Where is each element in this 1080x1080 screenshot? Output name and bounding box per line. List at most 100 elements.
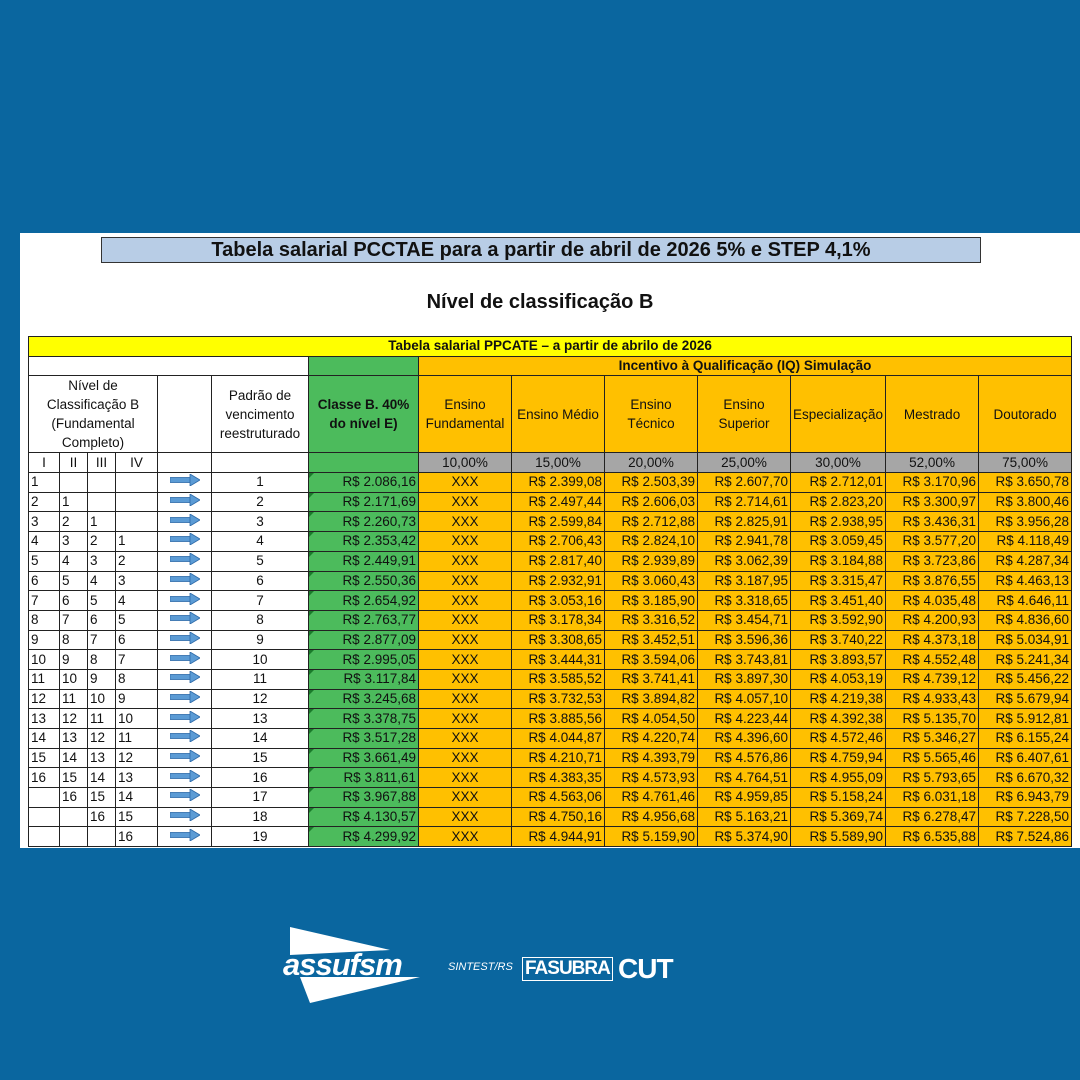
- iq-header: Especialização: [789, 375, 887, 454]
- fasubra-logo: FASUBRA: [522, 957, 613, 981]
- iq-value: XXX: [418, 531, 512, 552]
- iq-value: R$ 4.393,79: [604, 747, 698, 769]
- right-arrow-icon: [169, 690, 201, 704]
- level-cell: 15: [59, 767, 88, 789]
- iq-value: XXX: [418, 550, 512, 572]
- level-cell: 16: [87, 806, 116, 828]
- level-cell: 14: [87, 767, 116, 789]
- iq-value: R$ 2.825,91: [697, 511, 791, 533]
- right-arrow-icon: [169, 631, 201, 645]
- level-cell: 1: [59, 491, 88, 513]
- padrao-cell: 8: [211, 609, 309, 631]
- padrao-cell: 1: [211, 472, 309, 493]
- table-row: 4 3 2 1 4 R$ 2.353,42 XXX R$ 2.706,43 R$ 2.824,1…: [28, 531, 1073, 552]
- iq-value: R$ 2.712,01: [789, 472, 887, 493]
- iq-value: R$ 4.573,93: [604, 767, 698, 789]
- level-cell: 6: [28, 570, 60, 592]
- iq-title: Incentivo à Qualificação (IQ) Simulação: [417, 355, 1073, 377]
- padrao-cell: 17: [211, 787, 309, 808]
- level-cell: 6: [59, 590, 88, 611]
- iq-value: R$ 3.596,36: [697, 629, 791, 651]
- iq-header: Ensino Médio: [511, 375, 605, 454]
- iq-value: R$ 3.577,20: [885, 531, 980, 552]
- right-arrow-icon: [169, 749, 201, 763]
- table-row: 6 5 4 3 6 R$ 2.550,36 XXX R$ 2.932,91 R$ 3.060,4…: [28, 570, 1073, 592]
- arrow-cell: [157, 787, 212, 808]
- iq-value: XXX: [418, 668, 512, 690]
- arrow-cell: [157, 550, 212, 572]
- iq-value: R$ 4.463,13: [978, 570, 1073, 592]
- level-cell: [87, 472, 116, 493]
- level-cell: 2: [59, 511, 88, 533]
- classe-value: R$ 4.130,57: [308, 806, 419, 828]
- level-iii-header: III: [87, 452, 116, 474]
- iq-value: R$ 3.885,56: [511, 708, 605, 729]
- iq-value: XXX: [418, 747, 512, 769]
- level-cell: 11: [59, 688, 88, 710]
- arrow-cell: [157, 531, 212, 552]
- iq-value: R$ 2.606,03: [604, 491, 698, 513]
- iq-value: R$ 2.941,78: [697, 531, 791, 552]
- right-arrow-icon: [169, 532, 201, 547]
- right-arrow-icon: [169, 808, 201, 822]
- padrao-header: Padrão de vencimento reestruturado: [211, 375, 309, 454]
- iq-value: R$ 4.287,34: [978, 550, 1073, 572]
- arrow-cell: [157, 609, 212, 631]
- table-row: 16 15 14 13 16 R$ 3.811,61 XXX R$ 4.383,35 R$ 4.…: [28, 767, 1073, 789]
- iq-value: R$ 4.054,50: [604, 708, 698, 729]
- arrow-cell: [157, 826, 212, 848]
- level-cell: 9: [59, 649, 88, 670]
- iq-value: R$ 2.823,20: [789, 491, 887, 513]
- padrao-cell: 18: [211, 806, 309, 828]
- iq-percentage: 15,00%: [511, 452, 605, 474]
- classe-value: R$ 2.550,36: [308, 570, 419, 592]
- right-arrow-icon: [169, 591, 201, 606]
- level-cell: 14: [59, 747, 88, 769]
- iq-value: R$ 3.300,97: [885, 491, 980, 513]
- iq-value: R$ 3.185,90: [604, 590, 698, 611]
- padrao-cell: 10: [211, 649, 309, 670]
- iq-value: R$ 4.200,93: [885, 609, 980, 631]
- iq-value: R$ 3.308,65: [511, 629, 605, 651]
- level-cell: 9: [28, 629, 60, 651]
- arrow-cell: [157, 511, 212, 533]
- classe-value: R$ 2.654,92: [308, 590, 419, 611]
- iq-value: R$ 2.824,10: [604, 531, 698, 552]
- iq-value: R$ 4.396,60: [697, 728, 791, 749]
- classe-value: R$ 4.299,92: [308, 826, 419, 848]
- iq-value: R$ 6.535,88: [885, 826, 980, 848]
- arrow-cell: [157, 590, 212, 611]
- iq-value: R$ 5.793,65: [885, 767, 980, 789]
- arrow-cell: [157, 629, 212, 651]
- table-row: 12 11 10 9 12 R$ 3.245,68 XXX R$ 3.732,53 R$ 3.8…: [28, 688, 1073, 710]
- arrow-cell: [157, 806, 212, 828]
- iq-value: R$ 3.897,30: [697, 668, 791, 690]
- iq-value: R$ 5.158,24: [789, 787, 887, 808]
- iq-value: R$ 5.912,81: [978, 708, 1073, 729]
- iq-value: R$ 5.679,94: [978, 688, 1073, 710]
- arrow-cell: [157, 668, 212, 690]
- iq-value: XXX: [418, 491, 512, 513]
- iq-value: R$ 4.836,60: [978, 609, 1073, 631]
- iq-value: R$ 4.959,85: [697, 787, 791, 808]
- level-cell: 14: [115, 787, 158, 808]
- nivel-header: Nível de Classificação B (Fundamental Co…: [28, 375, 158, 454]
- level-cell: 11: [28, 668, 60, 690]
- level-cell: 2: [115, 550, 158, 572]
- iq-value: XXX: [418, 570, 512, 592]
- iq-value: R$ 3.592,90: [789, 609, 887, 631]
- iq-value: R$ 4.576,86: [697, 747, 791, 769]
- iq-value: R$ 3.893,57: [789, 649, 887, 670]
- iq-value: R$ 3.187,95: [697, 570, 791, 592]
- level-cell: 9: [87, 668, 116, 690]
- iq-value: R$ 5.034,91: [978, 629, 1073, 651]
- iq-value: R$ 6.278,47: [885, 806, 980, 828]
- iq-header: Mestrado: [885, 375, 980, 454]
- iq-value: XXX: [418, 649, 512, 670]
- level-cell: [87, 826, 116, 848]
- iq-value: R$ 3.894,82: [604, 688, 698, 710]
- iq-value: R$ 3.650,78: [978, 472, 1073, 493]
- level-cell: 3: [115, 570, 158, 592]
- iq-value: R$ 3.062,39: [697, 550, 791, 572]
- iq-value: R$ 4.057,10: [697, 688, 791, 710]
